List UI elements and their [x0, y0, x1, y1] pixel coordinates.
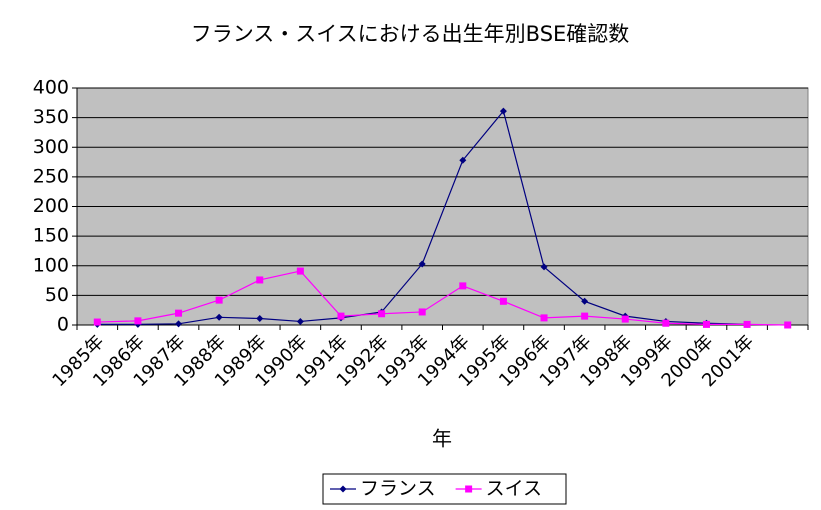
legend: フランス スイス: [322, 473, 567, 505]
marker: [256, 276, 264, 284]
y-tick-label: 150: [33, 225, 69, 247]
marker: [743, 320, 751, 328]
marker: [465, 485, 473, 493]
marker: [540, 314, 548, 322]
y-tick-label: 300: [33, 136, 69, 158]
y-tick-label: 400: [33, 77, 69, 99]
marker: [175, 320, 183, 328]
legend-label: フランス: [360, 478, 436, 500]
y-tick-label: 100: [33, 254, 69, 276]
marker: [459, 282, 467, 290]
marker: [175, 309, 183, 317]
marker: [784, 321, 792, 329]
marker: [621, 315, 629, 323]
y-tick-label: 350: [33, 106, 69, 128]
marker: [337, 312, 345, 320]
y-tick-label: 200: [33, 195, 69, 217]
marker: [662, 319, 670, 327]
marker: [256, 314, 264, 322]
marker: [459, 156, 467, 164]
marker: [540, 263, 548, 271]
marker: [581, 312, 589, 320]
marker: [378, 310, 386, 318]
marker: [93, 318, 101, 326]
legend-label: スイス: [486, 478, 542, 500]
x-axis-title: 年: [432, 427, 452, 451]
y-tick-label: 50: [45, 284, 69, 306]
marker: [418, 308, 426, 316]
marker: [499, 107, 507, 115]
marker: [581, 297, 589, 305]
marker: [702, 320, 710, 328]
marker: [339, 485, 347, 493]
marker: [296, 267, 304, 275]
marker: [215, 313, 223, 321]
marker: [499, 297, 507, 305]
series-line: [97, 270, 788, 326]
y-tick-label: 250: [33, 165, 69, 187]
legend-box: [322, 473, 567, 505]
marker: [215, 296, 223, 304]
y-tick-label: 0: [57, 314, 69, 336]
marker: [418, 260, 426, 268]
chart-title: フランス・スイスにおける出生年別BSE確認数: [191, 22, 630, 46]
marker: [134, 317, 142, 325]
marker: [296, 317, 304, 325]
